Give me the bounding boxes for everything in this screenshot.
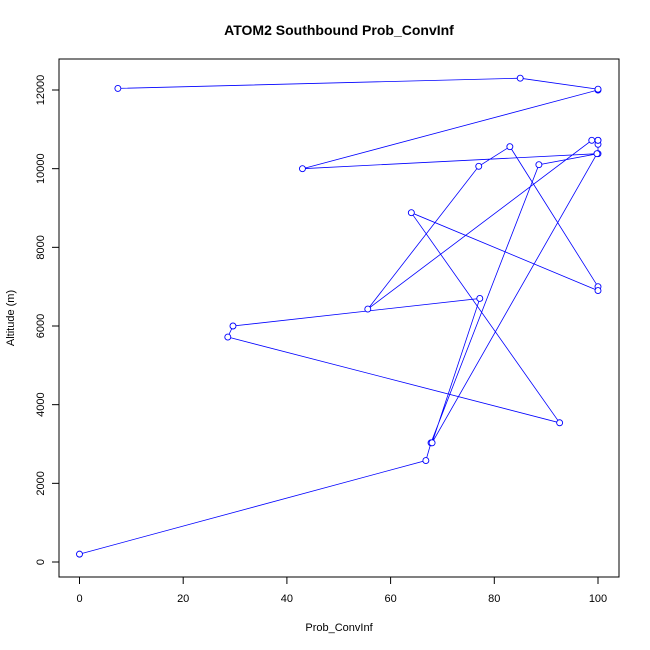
data-point bbox=[364, 305, 372, 313]
data-point bbox=[229, 322, 237, 330]
data-point bbox=[114, 84, 122, 92]
y-axis: 0 2000 4000 6000 8000 10000 12000 bbox=[35, 75, 60, 565]
data-point bbox=[588, 136, 596, 144]
data-point bbox=[428, 439, 436, 447]
y-tick-label: 4000 bbox=[35, 392, 47, 416]
y-tick-label: 8000 bbox=[35, 235, 47, 259]
data-point bbox=[224, 333, 232, 341]
data-point bbox=[407, 209, 415, 217]
y-tick-label: 10000 bbox=[35, 153, 47, 184]
x-tick-label: 100 bbox=[589, 593, 607, 605]
x-axis: 0 20 40 60 80 100 bbox=[76, 576, 607, 605]
data-point bbox=[475, 162, 483, 170]
x-axis-label: Prob_ConvInf bbox=[305, 622, 373, 634]
data-point bbox=[594, 287, 602, 295]
data-point bbox=[535, 161, 543, 169]
data-point bbox=[506, 143, 514, 151]
data-point bbox=[476, 295, 484, 302]
x-tick-label: 80 bbox=[488, 593, 500, 605]
data-point bbox=[594, 85, 602, 93]
x-tick-label: 60 bbox=[384, 593, 396, 605]
data-point bbox=[76, 550, 83, 558]
data-point bbox=[299, 165, 306, 173]
data-point bbox=[594, 136, 602, 144]
y-tick-label: 6000 bbox=[35, 314, 47, 338]
y-axis-label: Altitude (m) bbox=[5, 290, 17, 346]
x-tick-label: 20 bbox=[177, 593, 189, 605]
data-point bbox=[593, 150, 601, 158]
data-point bbox=[422, 457, 430, 464]
y-tick-label: 2000 bbox=[35, 471, 47, 495]
x-tick-label: 0 bbox=[76, 593, 82, 605]
x-tick-label: 40 bbox=[281, 593, 293, 605]
data-point bbox=[516, 74, 524, 82]
chart-title: ATOM2 Southbound Prob_ConvInf bbox=[224, 22, 454, 38]
y-tick-label: 12000 bbox=[35, 75, 47, 106]
data-point bbox=[556, 419, 564, 427]
series-layer bbox=[76, 74, 602, 558]
y-tick-label: 0 bbox=[35, 559, 47, 565]
